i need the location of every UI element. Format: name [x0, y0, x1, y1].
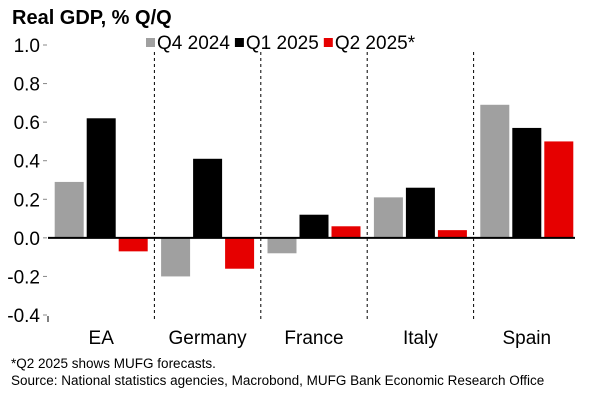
bar-italy-q2-2025 [437, 230, 467, 238]
bar-france-q4-2024 [267, 237, 297, 254]
y-tick-label: 0.0 [14, 229, 40, 250]
bar-germany-q4-2024 [161, 237, 191, 277]
bar-spain-q2-2025 [544, 141, 574, 238]
y-tick-label: 0.2 [14, 190, 40, 211]
category-label: France [284, 328, 343, 349]
bar-spain-q1-2025 [512, 127, 542, 238]
y-tick-label: -0.4 [7, 306, 40, 327]
legend-swatch [234, 38, 244, 47]
bar-france-q2-2025 [331, 226, 361, 238]
footnote-forecast: *Q2 2025 shows MUFG forecasts. [11, 356, 216, 371]
bar-france-q1-2025 [299, 214, 329, 238]
legend: Q4 2024 Q1 2025 Q2 2025* [146, 33, 416, 54]
bar-germany-q2-2025 [225, 237, 255, 269]
category-label: EA [89, 328, 115, 349]
y-tick-label: 1.0 [14, 36, 40, 57]
legend-label: Q4 2024 [157, 33, 230, 54]
bar-italy-q4-2024 [373, 197, 403, 238]
legend-label: Q2 2025* [335, 33, 416, 54]
bar-ea-q1-2025 [86, 118, 116, 238]
bars [54, 104, 574, 277]
y-axis: 1.0 0.8 0.6 0.4 0.2 0.0 -0.2 -0.4 [7, 36, 47, 327]
bar-ea-q2-2025 [118, 237, 148, 252]
category-label: Spain [502, 328, 551, 349]
footnote-source: Source: National statistics agencies, Ma… [11, 373, 545, 388]
bar-ea-q4-2024 [54, 181, 84, 238]
y-tick-label: 0.8 [14, 75, 40, 96]
y-tick-label: 0.4 [14, 152, 41, 173]
category-separators [153, 52, 475, 322]
bar-germany-q1-2025 [193, 158, 223, 238]
x-axis: EA Germany France Italy Spain [47, 316, 551, 349]
legend-label: Q1 2025 [246, 33, 319, 54]
legend-swatch [146, 38, 155, 47]
legend-swatch [323, 38, 333, 47]
bar-spain-q4-2024 [480, 104, 510, 238]
y-tick-label: -0.2 [7, 267, 40, 288]
chart-title: Real GDP, % Q/Q [12, 7, 172, 29]
bar-italy-q1-2025 [405, 187, 435, 238]
y-tick-label: 0.6 [14, 113, 40, 134]
category-label: Italy [403, 328, 438, 349]
category-label: Germany [169, 328, 248, 349]
